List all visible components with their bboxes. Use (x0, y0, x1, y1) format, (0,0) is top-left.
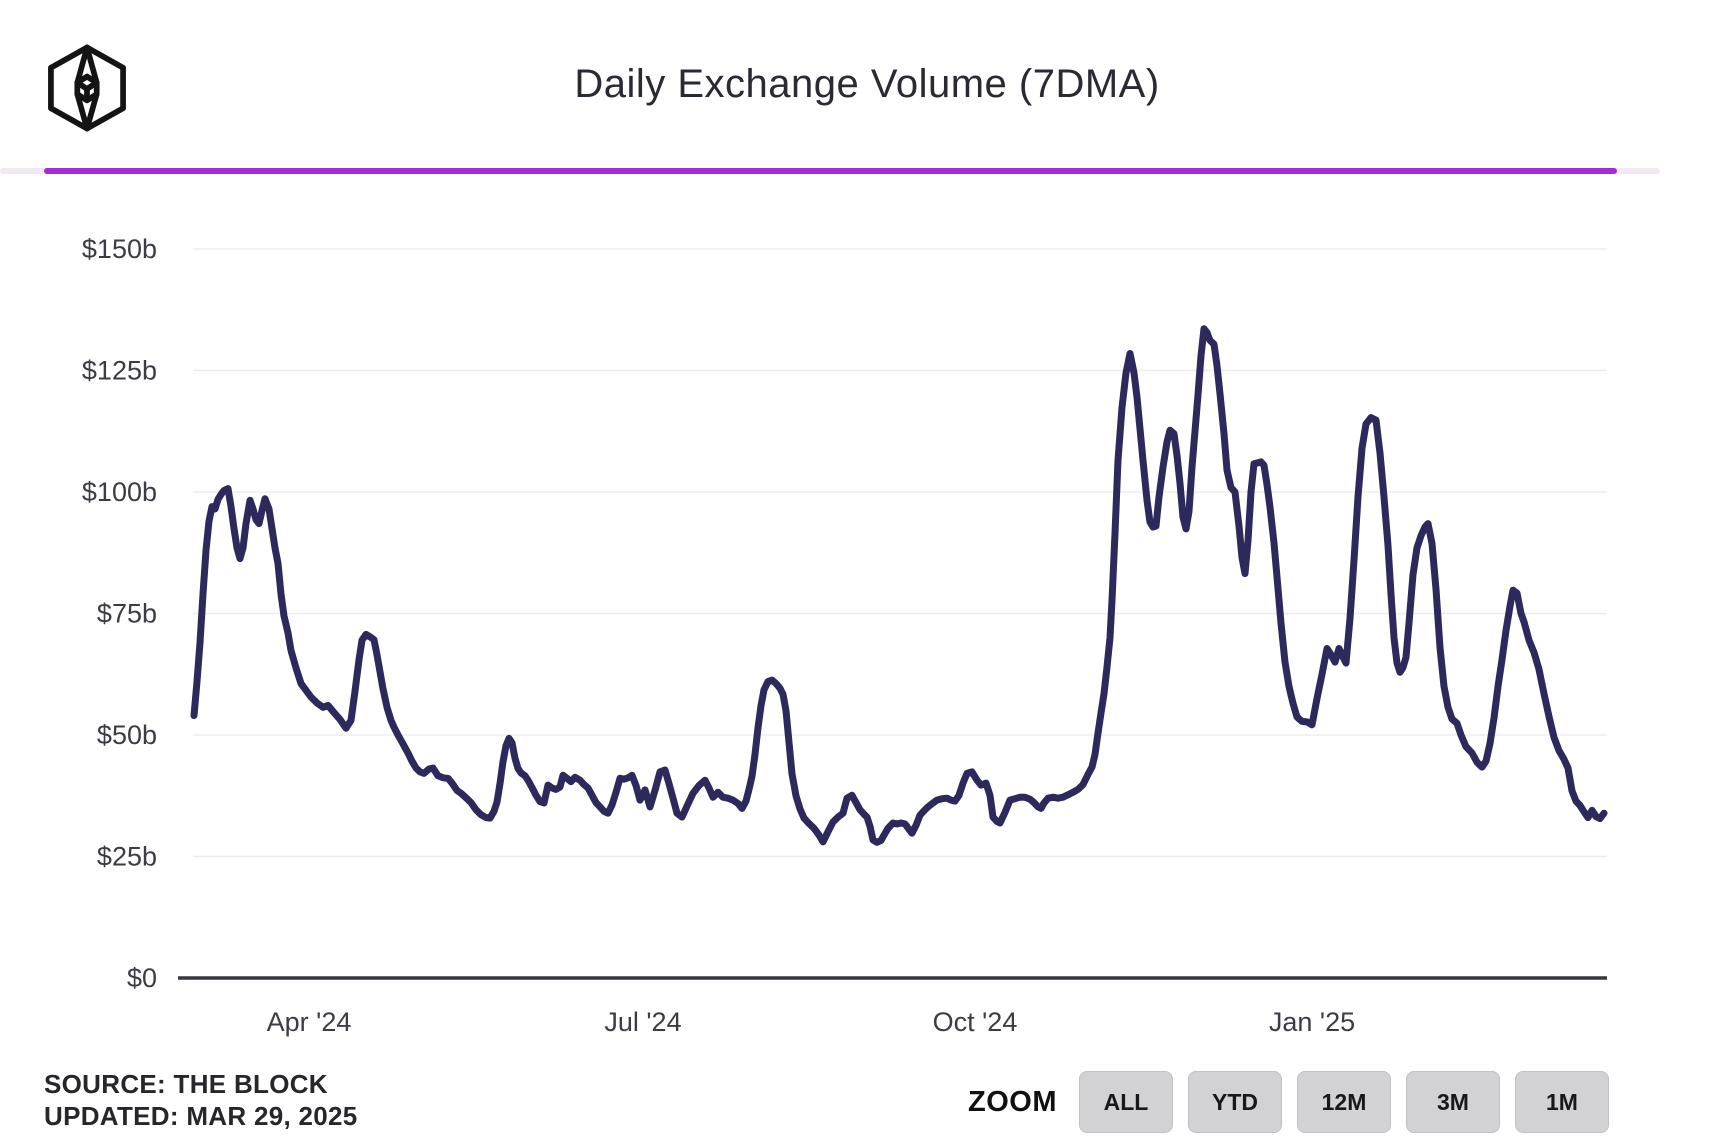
y-axis-label-125: $125b (82, 356, 157, 386)
x-axis-label-jul24: Jul '24 (604, 1007, 681, 1037)
footer: SOURCE: THE BLOCK UPDATED: MAR 29, 2025 (44, 1068, 358, 1132)
y-axis-label-25: $25b (97, 842, 157, 872)
y-axis-label-75: $75b (97, 599, 157, 629)
y-axis-label-0: $0 (127, 963, 157, 993)
zoom-button-all[interactable]: ALL (1079, 1071, 1173, 1133)
x-axis-label-oct24: Oct '24 (933, 1007, 1018, 1037)
y-axis-label-50: $50b (97, 720, 157, 750)
zoom-button-3m[interactable]: 3M (1406, 1071, 1500, 1133)
zoom-label: ZOOM (968, 1085, 1057, 1118)
volume-line-series (190, 325, 1608, 846)
chart-title: Daily Exchange Volume (7DMA) (574, 62, 1160, 106)
the-block-logo-icon (48, 44, 126, 132)
y-axis-label-100: $100b (82, 477, 157, 507)
zoom-button-1m[interactable]: 1M (1515, 1071, 1609, 1133)
x-axis-label-jan25: Jan '25 (1269, 1007, 1355, 1037)
divider-accent-bar (44, 168, 1617, 174)
zoom-controls: ZOOM ALL YTD 12M 3M 1M (968, 1071, 1609, 1133)
zoom-button-ytd[interactable]: YTD (1188, 1071, 1282, 1133)
zoom-button-12m[interactable]: 12M (1297, 1071, 1391, 1133)
source-text: SOURCE: THE BLOCK (44, 1069, 328, 1099)
y-axis-label-150: $150b (82, 234, 157, 264)
updated-text: UPDATED: MAR 29, 2025 (44, 1101, 358, 1131)
x-axis-label-apr24: Apr '24 (267, 1007, 352, 1037)
